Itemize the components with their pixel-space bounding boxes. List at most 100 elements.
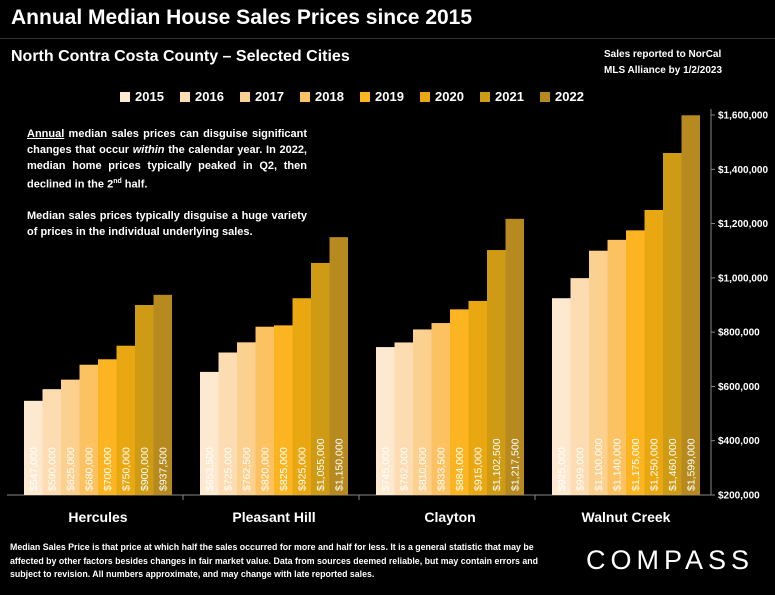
bar <box>98 359 117 495</box>
legend-item: 2016 <box>180 89 240 104</box>
y-tick-label: $400,000 <box>718 436 760 447</box>
bar-data-label: $1,599,000 <box>685 438 697 491</box>
footer-disclaimer: Median Sales Price is that price at whic… <box>10 542 538 579</box>
bar <box>607 239 626 495</box>
bar-data-label: $833,500 <box>435 447 447 491</box>
x-category-label: Clayton <box>424 509 475 525</box>
annotation-italic-word: within <box>132 144 165 156</box>
bar-data-label: $820,000 <box>259 447 271 491</box>
legend-swatch <box>420 91 430 102</box>
bar-data-label: $725,000 <box>222 447 234 491</box>
x-category-label: Hercules <box>68 509 127 525</box>
bar <box>589 250 608 495</box>
bar-data-label: $680,000 <box>83 447 95 491</box>
bar-data-label: $745,000 <box>380 447 392 491</box>
annotation-paragraph-2: Median sales prices typically disguise a… <box>27 209 307 238</box>
compass-logo: COMPASS <box>586 545 755 575</box>
legend-swatch <box>120 91 130 102</box>
chart-subtitle: North Contra Costa County – Selected Cit… <box>11 48 350 65</box>
annotation-text: Annual median sales prices can disguise … <box>27 126 307 255</box>
bar-data-label: $547,000 <box>28 447 40 491</box>
legend-label: 2021 <box>495 89 524 104</box>
bar-data-label: $625,000 <box>65 447 77 491</box>
bar <box>61 379 80 495</box>
annotation-text-c: half. <box>121 178 148 191</box>
y-tick-label: $1,000,000 <box>718 273 768 284</box>
chart-legend: 2015 2016 2017 2018 2019 2020 2021 2022 <box>120 89 600 104</box>
y-tick-label: $1,200,000 <box>718 219 768 230</box>
bar <box>255 326 274 495</box>
bar <box>394 342 413 495</box>
bar-data-label: $810,000 <box>417 447 429 491</box>
bar <box>24 400 43 495</box>
bar-data-label: $1,175,000 <box>630 438 642 491</box>
bar-data-label: $1,250,000 <box>648 438 660 491</box>
bar-data-label: $1,102,500 <box>491 438 503 491</box>
bar-data-label: $1,100,000 <box>593 438 605 491</box>
bar <box>376 347 395 495</box>
y-tick-label: $1,600,000 <box>718 111 768 122</box>
legend-label: 2020 <box>435 89 464 104</box>
legend-label: 2022 <box>555 89 584 104</box>
bar <box>42 389 61 495</box>
x-category-label: Walnut Creek <box>582 509 671 525</box>
bar-data-label: $762,000 <box>398 447 410 491</box>
legend-item: 2018 <box>300 89 360 104</box>
bar-data-label: $825,000 <box>278 447 290 491</box>
bar <box>570 278 589 495</box>
legend-item: 2017 <box>240 89 300 104</box>
bar-data-label: $1,460,000 <box>667 438 679 491</box>
y-tick-label: $600,000 <box>718 382 760 393</box>
bar <box>552 298 571 495</box>
bar <box>431 323 450 495</box>
legend-label: 2018 <box>315 89 344 104</box>
legend-swatch <box>240 91 250 102</box>
bar <box>681 115 700 496</box>
bar-data-label: $1,150,000 <box>333 438 345 491</box>
bar-data-label: $925,000 <box>556 447 568 491</box>
bar-data-label: $700,000 <box>102 447 114 491</box>
annotation-text-b: the calendar year. In 2022, median home … <box>27 144 307 191</box>
bar <box>79 364 98 495</box>
legend-swatch <box>540 91 550 102</box>
bar <box>468 300 487 495</box>
legend-label: 2015 <box>135 89 164 104</box>
legend-label: 2017 <box>255 89 284 104</box>
bar <box>292 298 311 495</box>
bar-data-label: $653,500 <box>204 447 216 491</box>
bar <box>116 345 135 495</box>
source-note: Sales reported to NorCal MLS Alliance by… <box>604 47 722 79</box>
bar <box>153 294 172 495</box>
title-divider <box>0 38 775 39</box>
source-line-1: Sales reported to NorCal <box>604 49 722 60</box>
legend-label: 2019 <box>375 89 404 104</box>
bar <box>505 218 524 496</box>
bar-data-label: $884,000 <box>454 447 466 491</box>
bar <box>200 371 219 495</box>
bar-data-label: $915,000 <box>472 447 484 491</box>
bar-data-label: $1,217,500 <box>509 438 521 491</box>
legend-item: 2020 <box>420 89 480 104</box>
bar-data-label: $937,500 <box>157 447 169 491</box>
bar <box>487 250 506 495</box>
bar <box>626 230 645 495</box>
legend-swatch <box>480 91 490 102</box>
legend-swatch <box>300 91 310 102</box>
legend-item: 2022 <box>540 89 600 104</box>
bar <box>450 309 469 495</box>
annotation-paragraph-1: Annual median sales prices can disguise … <box>27 126 307 193</box>
bar <box>329 237 348 495</box>
annotation-superscript: nd <box>113 178 122 185</box>
legend-swatch <box>360 91 370 102</box>
bar <box>274 325 293 495</box>
x-category-label: Pleasant Hill <box>232 509 315 525</box>
bar <box>237 342 256 495</box>
legend-label: 2016 <box>195 89 224 104</box>
source-line-2: MLS Alliance by 1/2/2023 <box>604 65 723 76</box>
bar-data-label: $762,500 <box>241 447 253 491</box>
bar-data-label: $999,000 <box>574 447 586 491</box>
bar <box>135 305 154 495</box>
bar <box>311 262 330 495</box>
y-tick-label: $1,400,000 <box>718 165 768 176</box>
annotation-text-a: median sales prices can disguise signifi… <box>27 128 307 156</box>
